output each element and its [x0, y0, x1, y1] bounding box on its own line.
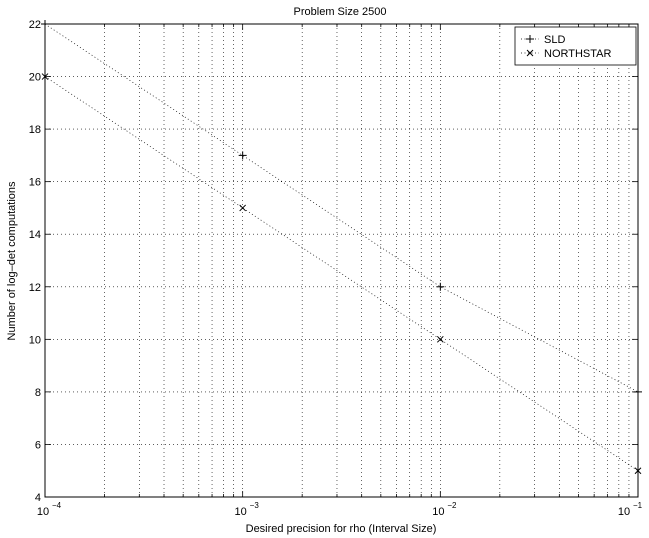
x-axis-label: Desired precision for rho (Interval Size… — [246, 523, 437, 535]
legend-marker — [526, 49, 534, 57]
y-tick-label: 16 — [29, 177, 41, 189]
y-axis-label: Number of log–det computations — [6, 181, 18, 340]
y-tick-label: 10 — [29, 334, 41, 346]
y-tick-label: 18 — [29, 124, 41, 136]
data-point-sld — [238, 151, 247, 160]
chart-title: Problem Size 2500 — [294, 6, 387, 18]
x-tick-label: 10 — [37, 506, 49, 518]
y-tick-label: 14 — [29, 229, 41, 241]
data-point-northstar — [239, 204, 247, 212]
x-tick-exponent: −3 — [250, 501, 260, 510]
x-tick-exponent: −2 — [447, 501, 457, 510]
x-tick-label: 10 — [432, 506, 444, 518]
y-tick-label: 20 — [29, 72, 41, 84]
series-line-sld — [44, 23, 639, 393]
legend-label: NORTHSTAR — [544, 48, 611, 60]
y-tick-label: 22 — [29, 19, 41, 31]
data-point-northstar — [41, 73, 49, 80]
data-point-sld — [634, 387, 642, 396]
y-tick-label: 6 — [35, 439, 41, 451]
legend-label: SLD — [544, 34, 565, 46]
plot-area-frame — [44, 23, 639, 498]
x-tick-exponent: −4 — [52, 501, 62, 510]
data-point-northstar — [634, 467, 642, 475]
series-line-northstar — [44, 76, 639, 472]
grid-lines — [45, 24, 638, 497]
series-layer — [41, 20, 642, 475]
data-point-northstar — [436, 335, 444, 343]
legend: SLD NORTHSTAR — [514, 26, 637, 66]
legend-marker — [526, 35, 534, 43]
legend-box — [514, 26, 637, 66]
x-tick-exponent: −1 — [633, 501, 643, 510]
x-tick-label: 10 — [618, 506, 630, 518]
data-point-sld — [436, 282, 445, 291]
y-tick-label: 8 — [35, 387, 41, 399]
y-tick-label: 12 — [29, 282, 41, 294]
y-tick-label: 4 — [35, 492, 41, 504]
data-point-sld — [41, 20, 49, 28]
x-tick-label: 10 — [235, 506, 247, 518]
